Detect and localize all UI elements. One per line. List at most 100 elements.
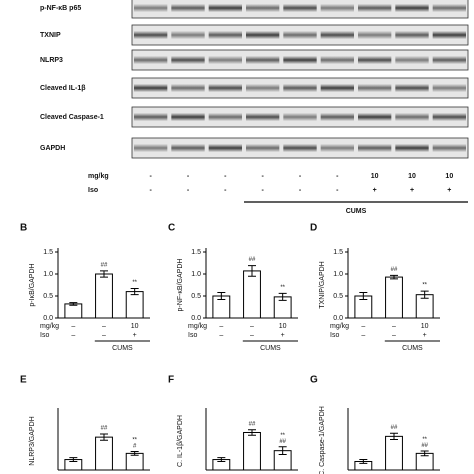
bar — [125, 452, 144, 471]
condition-value: + — [447, 187, 451, 194]
blot-band — [171, 113, 205, 121]
error-bar — [248, 265, 256, 277]
blot-band — [246, 113, 280, 121]
error-bar — [420, 450, 429, 457]
blot-band — [208, 4, 242, 12]
y-axis-label: p-NF-κB/GAPDH — [177, 259, 184, 312]
dose-value: 10 — [131, 323, 139, 330]
significance-mark: ** # — [132, 437, 137, 449]
iso-value: + — [281, 332, 285, 339]
blot-band — [358, 144, 392, 152]
condition-label: mg/kg — [88, 173, 109, 180]
condition-value: 10 — [408, 173, 416, 180]
panel-letter: G — [310, 375, 318, 386]
bar — [95, 273, 113, 319]
blot-band — [432, 31, 466, 39]
blot-band — [358, 56, 392, 64]
error-bar — [278, 292, 287, 301]
blot-band — [320, 84, 354, 92]
blot-row-label: p-NF-κB p65 — [40, 5, 81, 12]
iso-value: – — [102, 332, 106, 339]
condition-value: - — [224, 187, 227, 194]
error-bar — [359, 291, 368, 301]
y-axis-label: C. Caspase-1/GAPDH — [319, 406, 326, 474]
condition-value: - — [149, 187, 152, 194]
blot-band — [320, 144, 354, 152]
condition-value: - — [261, 173, 264, 180]
condition-value: - — [336, 187, 339, 194]
error-bar — [100, 433, 108, 441]
blot-band — [395, 31, 429, 39]
blot-band — [283, 31, 317, 39]
error-bar — [390, 274, 398, 280]
iso-value: + — [133, 332, 137, 339]
y-axis-label: TXNIP/GAPDH — [319, 261, 326, 308]
error-bar — [217, 457, 226, 462]
iso-value: + — [423, 332, 427, 339]
bar — [243, 431, 261, 471]
western-blot: p-NF-κB p65 TXNIP NLRP3 Cleaved IL-1β Cleave… — [40, 0, 469, 215]
significance-mark: ## — [249, 257, 256, 263]
y-tick-label: 1.5 — [191, 249, 201, 256]
blot-band — [432, 113, 466, 121]
condition-value: - — [187, 173, 190, 180]
blot-band — [395, 113, 429, 121]
blot-band — [134, 4, 168, 12]
y-tick-label: 0.0 — [191, 315, 201, 322]
blot-band — [134, 113, 168, 121]
blot-band — [171, 84, 205, 92]
blot-band — [246, 31, 280, 39]
blot-band — [358, 113, 392, 121]
significance-mark: ** — [132, 280, 137, 286]
blot-row-label: Cleaved Caspase-1 — [40, 114, 104, 121]
blot-band — [395, 144, 429, 152]
bar — [243, 270, 261, 319]
error-bar — [130, 288, 139, 296]
y-tick-label: 0.5 — [191, 293, 201, 300]
dose-value: – — [219, 323, 223, 330]
blot-band — [358, 84, 392, 92]
blot-band — [246, 4, 280, 12]
condition-value: - — [336, 173, 339, 180]
blot-band — [246, 56, 280, 64]
blot-band — [283, 84, 317, 92]
row-label: Iso — [330, 332, 339, 339]
dose-value: 10 — [279, 323, 287, 330]
condition-value: + — [410, 187, 414, 194]
blot-band — [358, 31, 392, 39]
blot-band — [320, 31, 354, 39]
condition-value: 10 — [371, 173, 379, 180]
significance-mark: ## — [101, 262, 108, 268]
blot-band — [432, 56, 466, 64]
blot-band — [432, 144, 466, 152]
blot-band — [134, 31, 168, 39]
condition-value: + — [373, 187, 377, 194]
y-tick-label: 1.5 — [43, 249, 53, 256]
bar — [385, 276, 403, 319]
blot-band — [134, 56, 168, 64]
row-label: mg/kg — [40, 323, 59, 330]
blot-band — [320, 113, 354, 121]
blot-band — [358, 4, 392, 12]
row-label: Iso — [188, 332, 197, 339]
iso-value: – — [250, 332, 254, 339]
dose-value: – — [392, 323, 396, 330]
blot-band — [171, 4, 205, 12]
blot-band — [432, 4, 466, 12]
blot-band — [283, 144, 317, 152]
row-label: mg/kg — [188, 323, 207, 330]
blot-band — [432, 84, 466, 92]
blot-row-label: TXNIP — [40, 32, 61, 39]
error-bar — [69, 302, 78, 306]
blot-band — [171, 56, 205, 64]
significance-mark: ## — [391, 267, 398, 273]
bar — [125, 291, 144, 319]
blot-band — [320, 56, 354, 64]
blot-band — [283, 56, 317, 64]
y-tick-label: 1.5 — [333, 249, 343, 256]
condition-label: Iso — [88, 187, 98, 194]
charts: Bp-IκB/GAPDH 0.0 0.5 1.0 1.5 – – ## – – ** 10 + mg/kg… — [20, 223, 440, 474]
row-label: mg/kg — [330, 323, 349, 330]
blot-band — [208, 31, 242, 39]
